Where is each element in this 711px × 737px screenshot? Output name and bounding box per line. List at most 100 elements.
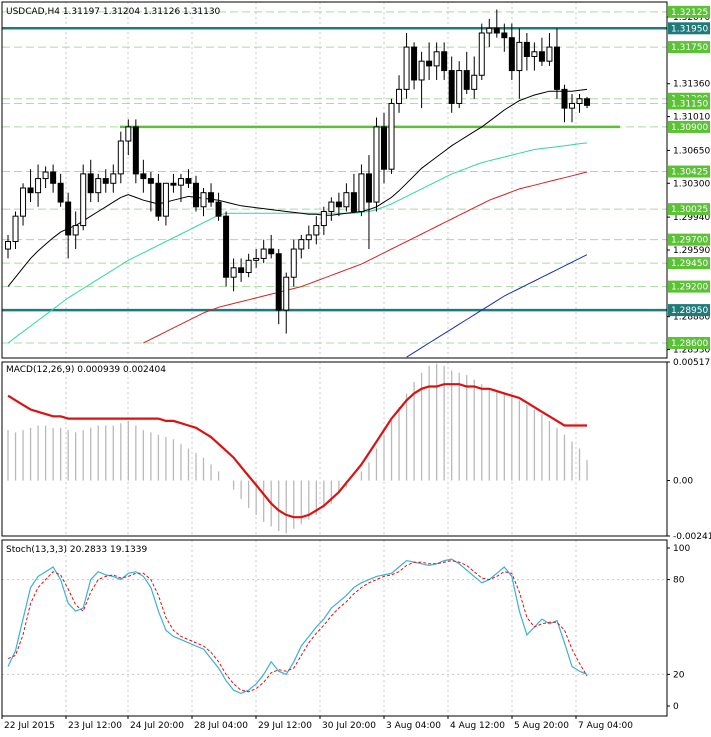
time-label: 5 Aug 20:00 <box>514 721 569 731</box>
time-label: 22 Jul 2015 <box>4 721 55 731</box>
candle-body <box>373 126 380 203</box>
price-tick-label: 1.30300 <box>673 179 710 189</box>
level-label: 1.31950 <box>671 24 708 34</box>
time-label: 29 Jul 12:00 <box>258 721 312 731</box>
level-label: 1.29700 <box>671 236 708 246</box>
level-label: 1.30025 <box>671 205 708 215</box>
macd-layer <box>7 363 588 534</box>
price-tick-label: 1.32070 <box>673 13 710 23</box>
candle-body <box>268 248 275 255</box>
candle-body <box>102 178 109 184</box>
level-label-box <box>668 280 710 293</box>
candle-body <box>538 51 545 62</box>
time-label: 28 Jul 04:00 <box>194 721 248 731</box>
candle-body <box>448 70 455 104</box>
candle-body <box>238 267 245 274</box>
frames-layer <box>1 1 668 717</box>
candle-body <box>185 178 192 184</box>
candle-body <box>501 32 508 39</box>
candle-body <box>426 60 433 67</box>
candle-body <box>65 201 72 236</box>
candle-body <box>200 192 207 208</box>
candle-body <box>478 32 485 76</box>
level-label-box <box>668 165 710 178</box>
candle-body <box>381 126 387 170</box>
candle-body <box>403 46 410 90</box>
candle-body <box>50 171 57 184</box>
level-label: 1.31750 <box>671 43 708 53</box>
candle-body <box>350 192 357 212</box>
candle-body <box>471 74 478 90</box>
candle-body <box>170 182 177 186</box>
stoch-tick-label: 20 <box>673 670 685 680</box>
stoch-tick-label: 80 <box>673 576 685 586</box>
candle-body <box>516 41 523 72</box>
candle-body <box>245 259 252 274</box>
level-label-box <box>668 304 710 317</box>
candle-body <box>80 173 87 227</box>
candle-body <box>95 178 102 194</box>
candle-body <box>12 215 19 243</box>
macd-signal-line <box>7 383 587 519</box>
candle-body <box>5 241 11 250</box>
macd-title: MACD(12,26,9) 0.000939 0.002404 <box>6 365 166 375</box>
candle-body <box>553 46 560 90</box>
candle-body <box>343 192 350 208</box>
candle-body <box>140 173 147 180</box>
stoch-tick-label: 100 <box>673 544 690 554</box>
level-label-box <box>668 233 710 246</box>
candle-body <box>493 27 500 34</box>
candle-body <box>531 51 538 57</box>
candle-body <box>72 225 79 236</box>
candle-body <box>275 253 282 311</box>
candle-body <box>35 178 42 194</box>
candle-body <box>463 70 470 90</box>
level-label: 1.28600 <box>671 339 708 349</box>
candle-body <box>441 51 448 72</box>
price-tick-label: 1.29590 <box>673 246 710 256</box>
level-label-box <box>668 41 710 54</box>
candle-body <box>42 171 49 180</box>
candle-body <box>290 248 297 278</box>
candle-body <box>260 248 267 259</box>
candle-body <box>486 27 493 34</box>
candle-body <box>125 126 132 142</box>
candle-body <box>546 46 553 62</box>
candle-body <box>569 102 575 109</box>
candle-body <box>388 102 395 170</box>
level-label-box <box>668 120 710 133</box>
price-tick-label: 1.31360 <box>673 80 710 90</box>
level-label-box <box>668 97 710 110</box>
candle-body <box>584 98 591 106</box>
candle-body <box>358 173 365 212</box>
grid-layer <box>65 2 577 716</box>
ma-mid-line <box>7 142 588 344</box>
candle-body <box>155 182 162 217</box>
macd-tick-label: -0.002418 <box>673 532 711 542</box>
candle-body <box>283 276 290 311</box>
candle-body <box>117 140 124 175</box>
candle-body <box>313 225 320 236</box>
axis-labels-layer: 1.32070 1.31360 1.31010 1.30650 1.30300 1.299… <box>1 5 711 731</box>
stoch-panel-frame <box>1 539 668 717</box>
candle-body <box>418 60 425 81</box>
candle-body <box>335 201 342 208</box>
price-tick-label: 1.28880 <box>673 313 710 323</box>
macd-tick-label: 0.00517 <box>673 358 710 368</box>
candle-body <box>365 173 372 203</box>
level-label: 1.30425 <box>671 168 708 178</box>
level-label: 1.31150 <box>671 99 708 109</box>
candle-body <box>298 239 305 250</box>
candle-body <box>110 173 117 184</box>
candle-body <box>193 182 199 208</box>
stoch-title: Stoch(13,3,3) 20.2833 19.1339 <box>6 545 147 555</box>
candle-body <box>57 182 64 203</box>
candle-body <box>433 51 440 67</box>
ma-long-line <box>406 254 588 358</box>
candle-body <box>162 182 169 217</box>
candle-body <box>208 192 215 203</box>
candle-body <box>456 70 463 104</box>
macd-panel-frame <box>1 361 668 537</box>
candle-body <box>411 46 418 81</box>
